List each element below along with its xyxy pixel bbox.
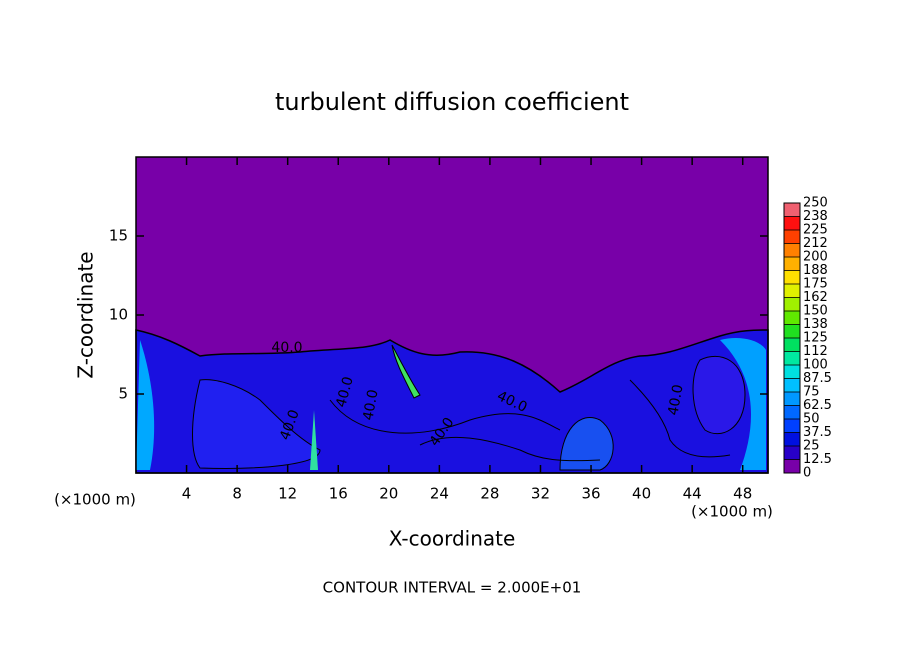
colorbar-label: 87.5 xyxy=(803,371,832,386)
y-tick-label: 5 xyxy=(118,385,128,403)
contour-label: 40.0 xyxy=(271,340,302,356)
colorbar-label: 175 xyxy=(803,277,828,292)
y-axis-label: Z-coordinate xyxy=(74,251,98,378)
colorbar-band xyxy=(784,432,800,446)
field-patch xyxy=(192,379,321,469)
colorbar-label: 150 xyxy=(803,304,828,319)
colorbar-band xyxy=(784,365,800,379)
x-tick-label: 44 xyxy=(683,485,702,503)
x-tick-label: 40 xyxy=(632,485,651,503)
x-tick-label: 48 xyxy=(733,485,752,503)
colorbar-band xyxy=(784,446,800,460)
colorbar-label: 250 xyxy=(803,196,828,211)
chart-title: turbulent diffusion coefficient xyxy=(275,88,629,116)
colorbar-band xyxy=(784,459,800,473)
colorbar-label: 212 xyxy=(803,236,828,251)
colorbar-label: 25 xyxy=(803,439,820,454)
contour-label: 40.0 xyxy=(665,383,686,416)
colorbar-label: 125 xyxy=(803,331,828,346)
field-patch xyxy=(720,338,766,470)
colorbar-label: 188 xyxy=(803,263,828,278)
field-patch xyxy=(310,410,318,470)
colorbar-band xyxy=(784,378,800,392)
colorbar-label: 62.5 xyxy=(803,398,832,413)
field-patch xyxy=(136,340,155,470)
colorbar-label: 100 xyxy=(803,358,828,373)
x-tick-label: 32 xyxy=(531,485,550,503)
annotation: CONTOUR INTERVAL = 2.000E+01 xyxy=(323,579,582,597)
x-tick-label: 28 xyxy=(480,485,499,503)
colorbar-label: 12.5 xyxy=(803,452,832,467)
colorbar-band xyxy=(784,243,800,257)
contour-label: 40.0 xyxy=(333,375,357,409)
colorbar-label: 238 xyxy=(803,209,828,224)
colorbar-band xyxy=(784,203,800,217)
field-patch xyxy=(559,417,614,471)
x-unit-label: (×1000 m) xyxy=(691,503,773,521)
contour-line xyxy=(329,399,561,434)
colorbar-band xyxy=(784,311,800,325)
x-tick-label: 24 xyxy=(430,485,449,503)
x-tick-label: 12 xyxy=(278,485,297,503)
field-patch xyxy=(692,355,746,435)
contour-line xyxy=(629,379,731,458)
colorbar-band xyxy=(784,324,800,338)
colorbar-band xyxy=(784,351,800,365)
colorbar-label: 0 xyxy=(803,466,811,481)
y-tick-label: 15 xyxy=(109,227,128,245)
colorbar-band xyxy=(784,338,800,352)
x-tick-label: 20 xyxy=(379,485,398,503)
colorbar-band xyxy=(784,297,800,311)
colorbar-label: 50 xyxy=(803,412,820,427)
x-tick-label: 36 xyxy=(581,485,600,503)
colorbar-label: 138 xyxy=(803,317,828,332)
colorbar-band xyxy=(784,419,800,433)
field xyxy=(135,157,769,474)
colorbar-band xyxy=(784,230,800,244)
colorbar-band xyxy=(784,405,800,419)
contour-label: 40.0 xyxy=(360,388,381,421)
field-patch xyxy=(391,344,421,399)
contour-line xyxy=(419,436,601,462)
x-tick-label: 4 xyxy=(182,485,192,503)
colorbar-label: 75 xyxy=(803,385,820,400)
colorbar-label: 37.5 xyxy=(803,425,832,440)
x-unit-label: (×1000 m) xyxy=(54,491,136,509)
colorbar-label: 200 xyxy=(803,250,828,265)
colorbar-band xyxy=(784,270,800,284)
x-tick-label: 8 xyxy=(232,485,242,503)
colorbar-band xyxy=(784,392,800,406)
x-tick-label: 16 xyxy=(329,485,348,503)
colorbar-band xyxy=(784,216,800,230)
colorbar-band xyxy=(784,257,800,271)
y-tick-label: 10 xyxy=(109,306,128,324)
colorbar-label: 162 xyxy=(803,290,828,305)
x-axis-label: X-coordinate xyxy=(389,527,516,551)
colorbar-label: 112 xyxy=(803,344,828,359)
colorbar-label: 225 xyxy=(803,223,828,238)
colorbar-band xyxy=(784,284,800,298)
